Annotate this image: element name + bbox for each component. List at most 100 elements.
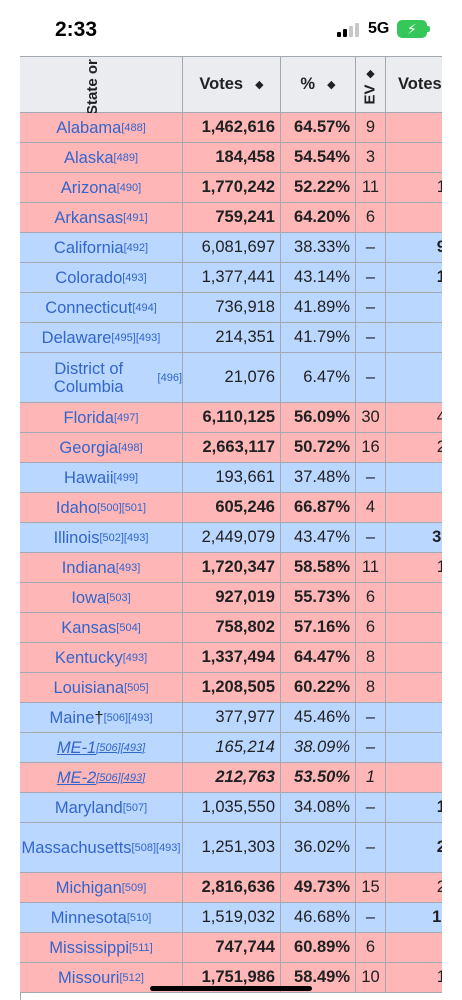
header-state[interactable]: State or district: [20, 56, 183, 115]
state-link[interactable]: Kansas [504]: [20, 613, 183, 643]
pct-cell-text: 38.09%: [294, 738, 350, 756]
state-link[interactable]: Minnesota [510]: [20, 903, 183, 933]
state-name: Minnesota: [50, 908, 127, 927]
ev-cell-text: 16: [361, 438, 380, 456]
pct-cell: 54.54%: [281, 143, 356, 173]
votes-cell: 184,458: [183, 143, 281, 173]
votes-cell: 1,337,494: [183, 643, 281, 673]
state-link[interactable]: Illinois [502][493]: [20, 523, 183, 553]
state-link[interactable]: Arizona [490]: [20, 173, 183, 203]
state-link[interactable]: ME-1 [506][493]: [20, 733, 183, 763]
ev-cell: 6: [356, 203, 386, 233]
pct-cell: 45.46%: [281, 703, 356, 733]
pct-cell: 64.57%: [281, 113, 356, 143]
header-votes2[interactable]: Votes: [386, 56, 442, 113]
votes2-cell: 313,: [386, 463, 442, 493]
pct-cell: 34.08%: [281, 793, 356, 823]
header-ev[interactable]: ◆ EV: [356, 56, 386, 113]
pct-cell: 41.79%: [281, 323, 356, 353]
ev-cell: 1: [356, 763, 386, 793]
ev-cell: 8: [356, 643, 386, 673]
votes-cell-text: 1,377,441: [201, 268, 275, 286]
pct-cell-text: 57.16%: [294, 618, 350, 636]
votes2-cell: 176: [386, 763, 442, 793]
ev-cell: 6: [356, 583, 386, 613]
ev-cell: –: [356, 823, 386, 873]
votes2-cell: 1,728: [386, 263, 442, 293]
ev-cell: 16: [356, 433, 386, 463]
state-link[interactable]: Alabama [488]: [20, 113, 183, 143]
home-indicator[interactable]: [150, 986, 312, 991]
state-link[interactable]: Colorado [493]: [20, 263, 183, 293]
pct-cell-text: 50.72%: [294, 438, 350, 456]
state-link[interactable]: Delaware [495][493]: [20, 323, 183, 353]
state-link[interactable]: Maryland [507]: [20, 793, 183, 823]
ev-cell: 4: [356, 493, 386, 523]
pct-cell: 41.89%: [281, 293, 356, 323]
state-link[interactable]: Arkansas [491]: [20, 203, 183, 233]
state-link[interactable]: Florida [497]: [20, 403, 183, 433]
votes-cell: 758,802: [183, 613, 281, 643]
pct-cell-text: 46.68%: [294, 908, 350, 926]
results-table: State or district Votes ◆ % ◆ ◆ EV Votes…: [20, 56, 442, 1000]
pct-cell-text: 49.73%: [294, 878, 350, 896]
votes2-cell-text: 1,582: [436, 178, 442, 196]
state-link[interactable]: Massachusetts [508][493]: [20, 823, 183, 873]
ev-cell: 6: [356, 933, 386, 963]
cellular-signal-icon: [337, 23, 361, 37]
ev-cell: –: [356, 233, 386, 263]
state-link[interactable]: Georgia [498]: [20, 433, 183, 463]
state-name: Alabama: [56, 118, 122, 137]
state-link[interactable]: Connecticut [494]: [20, 293, 183, 323]
state-link[interactable]: Maine † [506][493]: [20, 703, 183, 733]
votes-cell: 605,246: [183, 493, 281, 523]
ev-cell-text: 10: [361, 968, 380, 986]
ev-cell-text: –: [365, 298, 376, 316]
pct-cell-text: 43.47%: [294, 528, 350, 546]
votes2-cell: 772: [386, 113, 442, 143]
pct-cell: 60.22%: [281, 673, 356, 703]
votes2-cell: 466: [386, 933, 442, 963]
votes-cell-text: 747,744: [215, 938, 275, 956]
votes2-cell-text: 2,126: [436, 838, 442, 856]
state-name: ME-2: [56, 768, 97, 787]
pct-cell-text: 43.14%: [294, 268, 350, 286]
state-link[interactable]: Michigan [509]: [20, 873, 183, 903]
state-name: Idaho: [55, 498, 98, 517]
votes-cell-text: 184,458: [215, 148, 275, 166]
state-name: Connecticut: [45, 298, 133, 317]
ev-cell-text: 1: [365, 768, 376, 786]
state-link[interactable]: Alaska [489]: [20, 143, 183, 173]
state-link[interactable]: Missouri [512]: [20, 963, 183, 993]
state-name: ME-1: [56, 738, 97, 757]
state-link[interactable]: Kentucky [493]: [20, 643, 183, 673]
state-name: Mississippi: [49, 938, 130, 957]
header-pct[interactable]: % ◆: [281, 56, 356, 113]
state-link[interactable]: California [492]: [20, 233, 183, 263]
ev-cell: –: [356, 793, 386, 823]
state-link[interactable]: ME-2 [506][493]: [20, 763, 183, 793]
pct-cell-text: 41.89%: [294, 298, 350, 316]
state-link[interactable]: Hawaii [499]: [20, 463, 183, 493]
pct-cell: 66.87%: [281, 493, 356, 523]
state-link[interactable]: Iowa [503]: [20, 583, 183, 613]
state-name: Iowa: [71, 588, 107, 607]
state-link[interactable]: Louisiana [505]: [20, 673, 183, 703]
pct-cell-text: 60.22%: [294, 678, 350, 696]
votes-cell-text: 1,720,347: [201, 558, 275, 576]
state-link[interactable]: District of Columbia [496]: [20, 353, 183, 403]
sort-icon: ◆: [255, 79, 264, 91]
state-name: Michigan: [55, 878, 122, 897]
state-name: Maryland: [54, 798, 123, 817]
header-votes[interactable]: Votes ◆: [183, 56, 281, 113]
pct-cell: 36.02%: [281, 823, 356, 873]
votes2-cell: 704: [386, 643, 442, 673]
ev-cell: –: [356, 523, 386, 553]
state-link[interactable]: Indiana [493]: [20, 553, 183, 583]
sort-icon: ◆: [327, 79, 336, 91]
battery-charging-icon: ⚡: [397, 20, 430, 38]
state-link[interactable]: Mississippi [511]: [20, 933, 183, 963]
ev-cell: 10: [356, 963, 386, 993]
pct-cell-text: 52.22%: [294, 178, 350, 196]
state-link[interactable]: Idaho [500][501]: [20, 493, 183, 523]
